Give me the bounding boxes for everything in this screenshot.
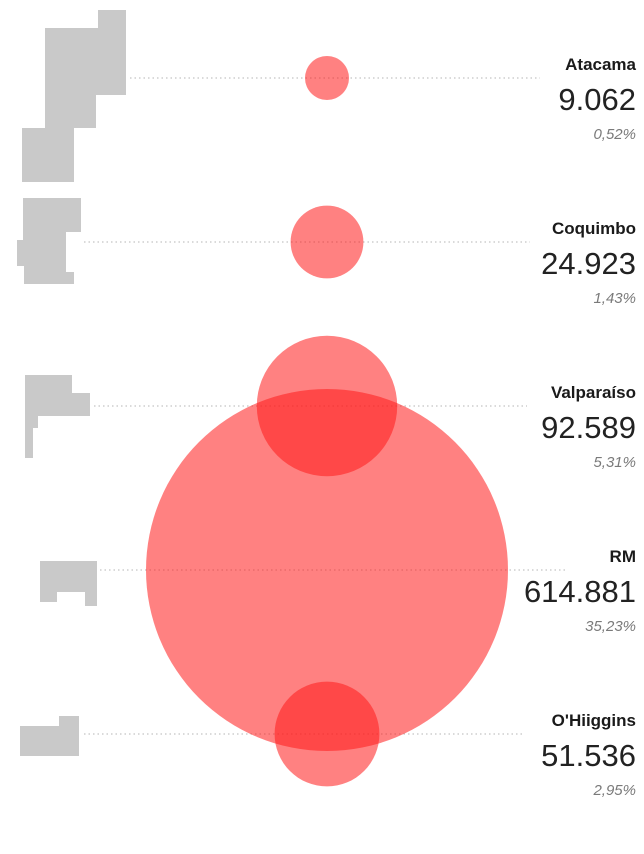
data-labels: Atacama 9.062 0,52% Coquimbo 24.923 1,43% Valp… — [524, 55, 637, 799]
o-hiiggins-value-label: 51.536 — [541, 738, 636, 773]
coquimbo-value-label: 24.923 — [541, 246, 636, 281]
coquimbo-silhouette — [17, 198, 81, 284]
o-hiiggins-region-label: O'Hiiggins — [552, 711, 636, 730]
coquimbo-share-label: 1,43% — [593, 290, 636, 307]
o-hiiggins-share-label: 2,95% — [592, 782, 636, 799]
atacama-silhouette — [22, 10, 126, 182]
o-hiiggins-bubble — [274, 681, 380, 787]
rm-silhouette — [40, 561, 97, 606]
bubbles — [146, 56, 508, 787]
atacama-bubble — [305, 56, 349, 100]
rm-region-label: RM — [610, 547, 636, 566]
valparaiso-share-label: 5,31% — [593, 454, 636, 471]
valparaiso-value-label: 92.589 — [541, 410, 636, 445]
region-silhouettes — [17, 10, 126, 756]
ohiggins-silhouette — [20, 716, 79, 756]
rm-value-label: 614.881 — [524, 574, 636, 609]
coquimbo-region-label: Coquimbo — [552, 219, 636, 238]
coquimbo-bubble — [290, 205, 364, 279]
atacama-region-label: Atacama — [565, 55, 636, 74]
atacama-share-label: 0,52% — [593, 126, 636, 143]
valparaiso-silhouette — [25, 375, 90, 458]
rm-bubble — [146, 389, 508, 751]
valparaiso-region-label: Valparaíso — [551, 383, 636, 402]
rm-share-label: 35,23% — [585, 618, 636, 635]
atacama-value-label: 9.062 — [558, 82, 636, 117]
